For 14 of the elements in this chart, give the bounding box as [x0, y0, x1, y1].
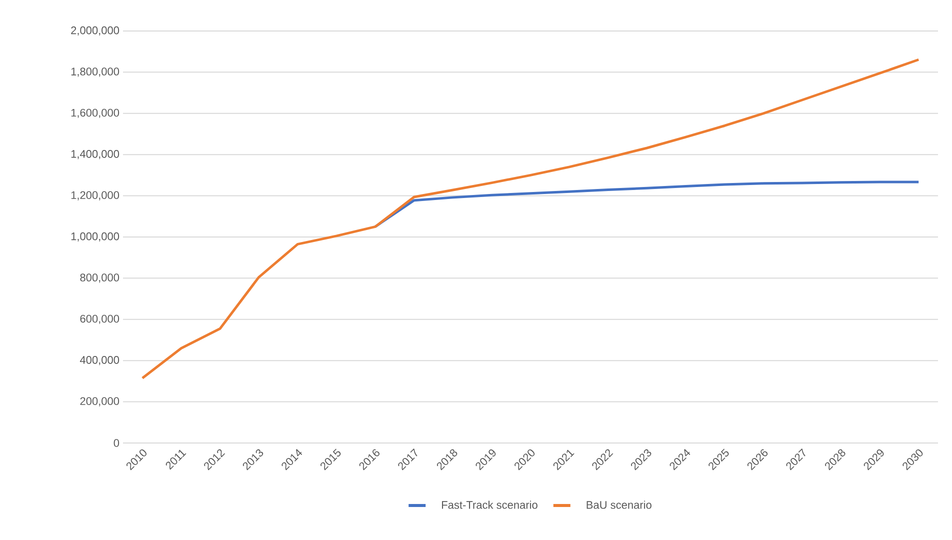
y-tick-label: 2,000,000 — [71, 26, 120, 36]
legend-label: BaU scenario — [586, 500, 652, 509]
y-tick-label: 1,400,000 — [71, 150, 120, 160]
y-tick-label: 200,000 — [80, 397, 120, 406]
line-series — [374, 180, 920, 228]
y-tick-label: 1,600,000 — [71, 108, 120, 118]
y-tick-label: 800,000 — [80, 274, 120, 283]
y-tick-label: 0 — [114, 439, 120, 447]
y-tick-label: 1,800,000 — [71, 68, 120, 77]
y-tick-label: 400,000 — [80, 356, 120, 366]
y-tick-label: 1,200,000 — [71, 191, 120, 200]
legend-label: Fast-Track scenario — [442, 500, 538, 509]
y-tick-label: 600,000 — [80, 314, 120, 324]
y-tick-label: 1,000,000 — [71, 232, 120, 242]
